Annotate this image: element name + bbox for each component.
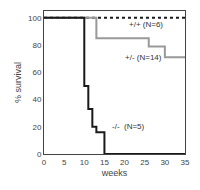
svg-text:0: 0 xyxy=(42,158,47,167)
svg-text:10: 10 xyxy=(80,158,89,167)
svg-text:30: 30 xyxy=(160,158,169,167)
svg-text:weeks: weeks xyxy=(101,168,128,178)
svg-text:35: 35 xyxy=(181,158,190,167)
svg-text:-/- (N=5): -/- (N=5) xyxy=(112,122,145,131)
svg-text:25: 25 xyxy=(140,158,149,167)
svg-text:5: 5 xyxy=(62,158,67,167)
svg-text:100: 100 xyxy=(28,14,42,23)
svg-text:20: 20 xyxy=(32,123,41,132)
svg-text:0: 0 xyxy=(37,150,42,159)
svg-text:20: 20 xyxy=(120,158,129,167)
svg-text:80: 80 xyxy=(32,41,41,50)
svg-text:+/- (N=14): +/- (N=14) xyxy=(125,53,162,62)
svg-text:% survival: % survival xyxy=(13,62,23,103)
svg-text:40: 40 xyxy=(32,95,41,104)
svg-text:15: 15 xyxy=(100,158,109,167)
svg-text:+/+ (N=6): +/+ (N=6) xyxy=(129,20,163,29)
svg-text:60: 60 xyxy=(32,68,41,77)
